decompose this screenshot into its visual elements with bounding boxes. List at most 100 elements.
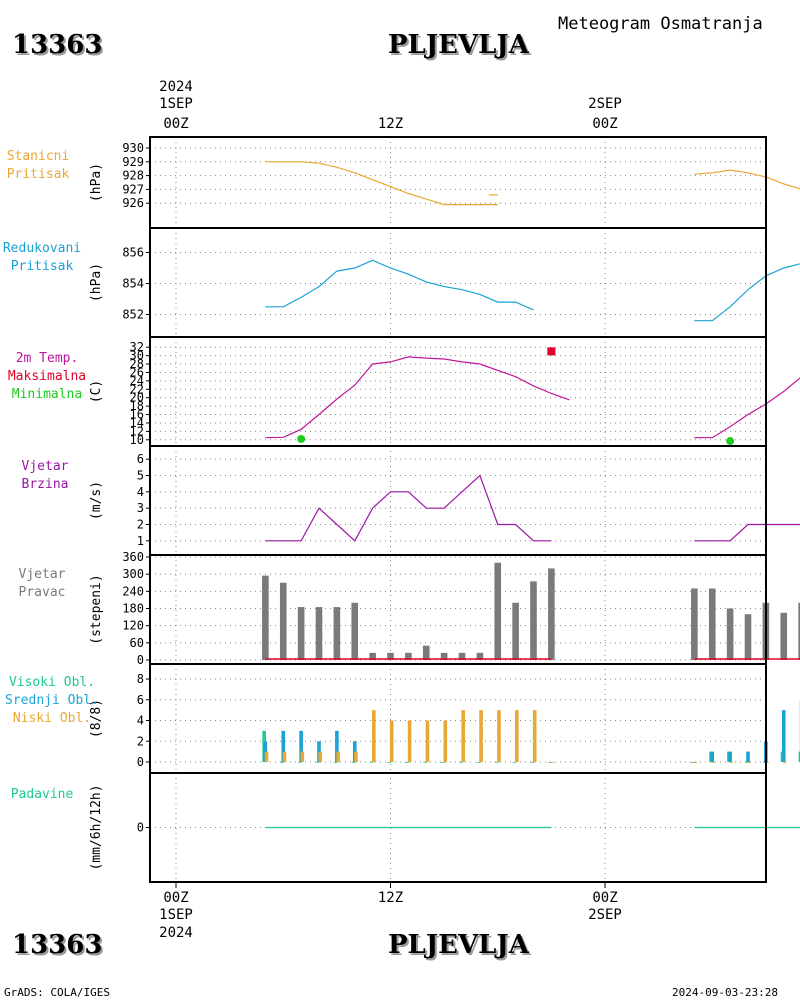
y-tick-label: 16 <box>130 408 144 422</box>
y-tick-label: 180 <box>122 602 144 616</box>
header-station-id-bottom: 13363 <box>12 930 103 960</box>
y-tick-label: 928 <box>122 169 144 183</box>
header-station-name-bottom: PLJEVLJA <box>388 930 529 960</box>
y-tick-label: 8 <box>137 672 144 686</box>
data-bar <box>351 762 356 763</box>
x-day-label-bottom: 2SEP <box>588 907 622 923</box>
panel-frame <box>149 336 767 447</box>
data-bar <box>781 710 786 762</box>
data-bar <box>443 720 448 762</box>
data-bar <box>798 751 800 762</box>
data-bar <box>530 581 537 660</box>
y-tick-label: 24 <box>130 374 144 388</box>
data-bar <box>711 762 716 763</box>
y-unit-label: (hPa) <box>89 163 104 202</box>
data-bar <box>476 762 481 763</box>
x-year-label-top: 2024 <box>159 79 193 95</box>
panel-frame <box>149 227 767 338</box>
y-tick-label: 12 <box>130 424 144 438</box>
data-bar <box>300 751 305 762</box>
data-bar <box>298 762 302 763</box>
header-title: Meteogram Osmatranja <box>558 14 763 34</box>
data-bar <box>422 645 430 660</box>
y-unit-label: (stepeni) <box>89 574 104 644</box>
y-tick-label: 28 <box>130 357 144 371</box>
y-unit-label: (m/s) <box>89 481 104 520</box>
data-bar <box>405 652 412 660</box>
x-hour-label-top: 00Z <box>592 116 617 132</box>
y-unit-label: (C) <box>89 380 104 403</box>
data-bar <box>497 710 501 762</box>
data-bar <box>279 582 287 660</box>
series-line <box>694 169 800 190</box>
y-tick-label: 0 <box>137 653 144 667</box>
data-bar <box>515 710 519 762</box>
panel-frame <box>149 663 767 774</box>
min-temp-marker <box>726 437 735 446</box>
data-bar <box>783 762 787 763</box>
y-tick-label: 240 <box>122 584 144 598</box>
data-bar <box>299 730 303 762</box>
y-tick-label: 1 <box>137 534 144 548</box>
credit: GrADS: COLA/IGES <box>4 986 110 999</box>
x-hour-label-bottom: 00Z <box>163 890 188 906</box>
data-bar <box>354 751 358 762</box>
data-bar <box>479 710 483 762</box>
x-day-label-bottom: 1SEP <box>159 907 193 923</box>
panel-label: Niski Obl. <box>13 711 91 726</box>
y-tick-label: 18 <box>130 399 144 413</box>
panel-label: Stanicni <box>7 149 70 164</box>
y-tick-label: 22 <box>130 382 144 396</box>
y-tick-label: 0 <box>137 755 144 769</box>
data-bar <box>333 762 338 763</box>
y-tick-label: 0 <box>137 821 144 835</box>
data-bar <box>297 607 305 660</box>
panel-frame <box>149 445 767 556</box>
min-temp-marker <box>297 434 306 443</box>
data-bar <box>746 751 750 762</box>
data-bar <box>550 762 555 763</box>
y-tick-label: 30 <box>130 349 144 363</box>
data-bar <box>726 608 734 660</box>
data-bar <box>762 762 767 763</box>
data-bar <box>494 762 499 763</box>
series-line <box>265 161 498 206</box>
y-tick-label: 300 <box>122 567 144 581</box>
data-bar <box>351 602 359 660</box>
max-temp-marker <box>547 347 556 356</box>
data-bar <box>494 562 502 660</box>
panel-label: Pritisak <box>11 259 74 274</box>
data-bar <box>691 588 698 660</box>
y-tick-label: 60 <box>130 636 144 650</box>
panel-frame <box>149 554 767 665</box>
data-bar <box>264 751 269 762</box>
data-bar <box>387 652 394 660</box>
data-bar <box>461 710 465 762</box>
panel-label: Brzina <box>22 477 69 492</box>
y-tick-label: 10 <box>130 433 144 447</box>
y-tick-label: 927 <box>122 182 144 196</box>
x-hour-label-bottom: 00Z <box>592 890 617 906</box>
y-tick-label: 6 <box>137 693 144 707</box>
y-tick-label: 360 <box>122 550 144 564</box>
data-bar <box>458 652 466 660</box>
x-day-label-top: 1SEP <box>159 96 193 112</box>
series-line <box>694 263 800 322</box>
data-bar <box>318 751 322 762</box>
data-bar <box>512 762 517 763</box>
data-bar <box>372 710 376 762</box>
header-station-id-top: 13363 <box>12 30 103 60</box>
panel-label: Pritisak <box>7 167 70 182</box>
y-tick-label: 926 <box>122 196 144 210</box>
panel-label: 2m Temp. <box>16 351 79 366</box>
y-tick-label: 14 <box>130 416 144 430</box>
y-tick-label: 20 <box>130 391 144 405</box>
data-bar <box>262 575 269 660</box>
data-bar <box>282 751 287 762</box>
data-bar <box>441 762 445 763</box>
panel-label: Visoki Obl. <box>9 675 95 690</box>
data-bar <box>765 762 769 763</box>
panel-label: Minimalna <box>12 387 82 402</box>
data-bar <box>335 730 339 762</box>
